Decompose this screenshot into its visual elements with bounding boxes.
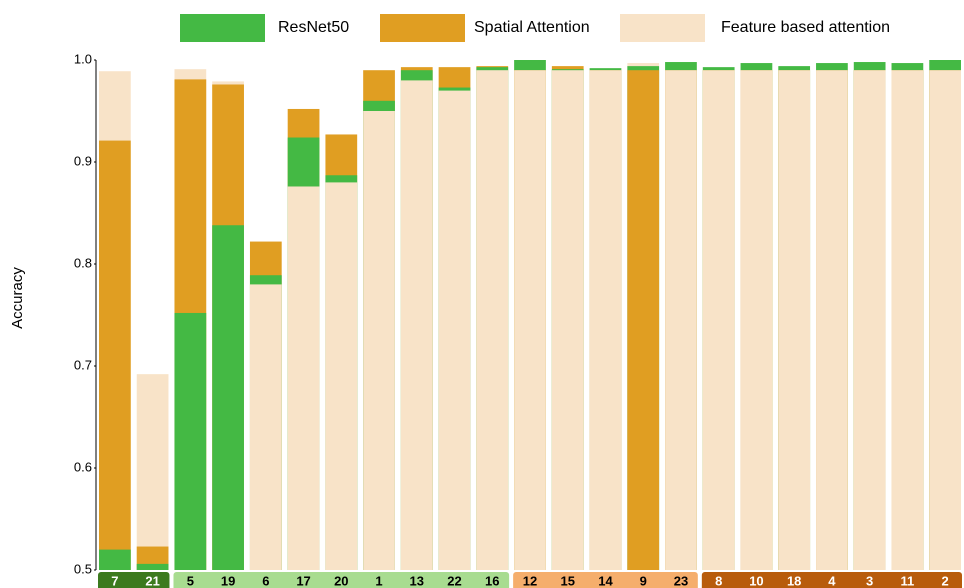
legend-label: ResNet50: [278, 19, 349, 36]
bar: [853, 70, 886, 570]
category-group-box: [98, 572, 170, 588]
x-tick-label: 23: [674, 573, 688, 588]
legend-swatch: [380, 14, 465, 42]
x-tick-label: 22: [447, 573, 461, 588]
category-group-box: [701, 572, 962, 588]
bar: [174, 312, 207, 570]
bar: [589, 70, 622, 570]
category-group-box: [513, 572, 698, 588]
category-group-box: [173, 572, 510, 588]
bar: [99, 140, 131, 570]
x-tick-label: 13: [410, 573, 424, 588]
bar: [627, 70, 660, 570]
x-tick-label: 19: [221, 573, 235, 588]
bar: [702, 70, 735, 570]
bar: [363, 111, 395, 570]
x-tick-label: 18: [787, 573, 801, 588]
legend-label: Feature based attention: [721, 19, 890, 36]
bar: [514, 70, 546, 570]
bar: [99, 549, 131, 570]
bar: [778, 70, 811, 570]
bar: [400, 80, 433, 571]
x-tick-label: 9: [640, 573, 647, 588]
legend-swatch: [180, 14, 265, 42]
x-tick-label: 17: [296, 573, 310, 588]
x-tick-label: 16: [485, 573, 499, 588]
bar: [929, 70, 961, 570]
bar: [438, 90, 471, 570]
x-tick-label: 4: [828, 573, 836, 588]
y-tick-label: 0.8: [74, 255, 92, 270]
x-tick-label: 1: [375, 573, 382, 588]
bar: [136, 374, 169, 570]
bar: [816, 70, 848, 570]
bar: [891, 70, 924, 570]
bar: [325, 182, 358, 570]
bar: [476, 70, 509, 570]
x-tick-label: 14: [598, 573, 613, 588]
bar: [551, 70, 584, 570]
x-tick-label: 8: [715, 573, 722, 588]
x-tick-label: 6: [262, 573, 269, 588]
x-tick-label: 2: [942, 573, 949, 588]
bar: [287, 186, 320, 571]
x-tick-label: 7: [111, 573, 118, 588]
y-tick-label: 0.9: [74, 153, 92, 168]
bar: [212, 225, 244, 571]
x-tick-label: 20: [334, 573, 348, 588]
bar: [740, 70, 773, 570]
y-tick-label: 0.6: [74, 459, 92, 474]
bar: [249, 284, 282, 570]
x-tick-label: 12: [523, 573, 537, 588]
legend-label: Spatial Attention: [474, 19, 590, 36]
bar: [665, 70, 697, 570]
y-tick-label: 0.5: [74, 561, 92, 576]
x-tick-label: 21: [145, 573, 159, 588]
y-tick-label: 1.0: [74, 51, 92, 66]
x-tick-label: 11: [901, 573, 915, 588]
legend-swatch: [620, 14, 705, 42]
x-tick-label: 5: [187, 573, 194, 588]
x-tick-label: 15: [561, 573, 575, 588]
y-tick-label: 0.7: [74, 357, 92, 372]
bar: [136, 563, 169, 570]
y-axis-label: Accuracy: [9, 267, 26, 329]
x-tick-label: 10: [749, 573, 763, 588]
x-tick-label: 3: [866, 573, 873, 588]
